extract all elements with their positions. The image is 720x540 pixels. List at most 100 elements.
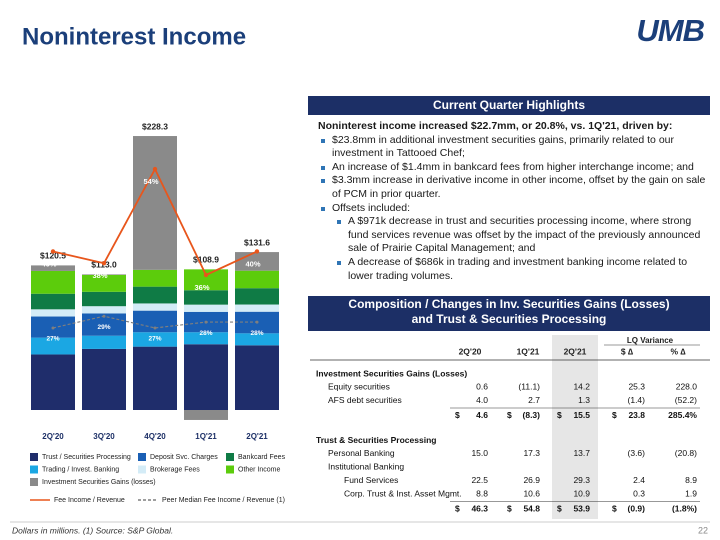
cell: (3.6) <box>628 448 646 458</box>
line-value-label: 29% <box>97 324 110 331</box>
column-header: 2Q'21 <box>564 346 587 356</box>
total-cell: (0.9) <box>628 503 646 513</box>
line-point <box>203 272 209 278</box>
total-cell: 53.9 <box>573 503 590 513</box>
legend-label: Deposit Svc. Charges <box>150 454 218 461</box>
line-point <box>254 249 260 254</box>
bullet: $3.3mm increase in derivative income in … <box>321 174 708 201</box>
cell: 26.9 <box>523 475 540 485</box>
cell-prefix: $ <box>612 410 617 420</box>
x-tick-label: 2Q'21 <box>246 432 268 441</box>
x-tick-label: 3Q'20 <box>93 432 115 441</box>
sub-bullet: A $971k decrease in trust and securities… <box>337 215 708 256</box>
bar-segment <box>133 346 177 410</box>
sub-bullet-list: A $971k decrease in trust and securities… <box>332 215 708 283</box>
bar-segment <box>31 309 75 317</box>
cell: 228.0 <box>676 381 698 391</box>
cell: 10.9 <box>573 488 590 498</box>
bullet-text: $3.3mm increase in derivative income in … <box>332 174 706 200</box>
cell: 15.0 <box>471 448 488 458</box>
line-point <box>101 261 107 266</box>
cell: 1.9 <box>685 488 697 498</box>
bar-segment <box>31 354 75 410</box>
line-point <box>50 249 56 254</box>
cell: 8.8 <box>476 488 488 498</box>
bar-segment <box>133 269 177 287</box>
footnote: Dollars in millions. (1) Source: S&P Glo… <box>12 525 173 535</box>
bar-segment <box>31 293 75 310</box>
total-label: $120.5 <box>40 251 66 261</box>
bar-segment <box>184 410 228 420</box>
table-header-box <box>308 296 710 331</box>
bar-segment <box>31 337 75 355</box>
legend-swatch <box>138 465 146 474</box>
total-label: $108.9 <box>193 255 219 265</box>
row-label: Personal Banking <box>328 448 395 458</box>
legend-label: Other Income <box>238 466 281 473</box>
section-title: Investment Securities Gains (Losses) <box>316 368 467 378</box>
section-title: Trust & Securities Processing <box>316 435 436 445</box>
legend-label: Fee Income / Revenue <box>54 497 125 504</box>
line-value-label: 27% <box>46 336 59 343</box>
x-tick-label: 2Q'20 <box>42 432 64 441</box>
bullet-text: $23.8mm in additional investment securit… <box>332 133 674 160</box>
page-number: 22 <box>698 525 708 535</box>
bullet-text: Offsets included: <box>332 201 411 214</box>
bar-segment <box>235 270 279 289</box>
line-value-label: 28% <box>199 330 212 337</box>
bar-segment <box>31 270 75 294</box>
line-value-label: 36% <box>194 283 209 292</box>
legend-swatch <box>226 453 234 461</box>
cell: (52.2) <box>675 395 697 405</box>
bar-segment <box>133 136 177 270</box>
sub-bullet: A decrease of $686k in trading and inves… <box>337 256 708 283</box>
legend-label: Investment Securities Gains (losses) <box>42 479 156 486</box>
line-value-label: 38% <box>92 271 107 280</box>
line-point <box>51 326 55 330</box>
bar-segment <box>184 344 228 410</box>
legend-swatch <box>226 465 234 474</box>
cell: 0.3 <box>633 488 645 498</box>
column-header: 2Q'20 <box>459 346 482 356</box>
bullet: Offsets included: A $971k decrease in tru… <box>321 201 708 284</box>
cell-prefix: $ <box>612 503 617 513</box>
cell: (1.4) <box>628 395 646 405</box>
cell: 10.6 <box>523 488 540 498</box>
legend-label: Peer Median Fee Income / Revenue (1) <box>162 497 285 504</box>
line-value-label: 54% <box>143 177 158 186</box>
line-point <box>152 166 158 172</box>
bar-segment <box>31 265 75 271</box>
legend-swatch <box>138 453 146 461</box>
cell-prefix: $ <box>557 503 562 513</box>
row-label: Corp. Trust & Inst. Asset Mgmt. <box>344 488 462 498</box>
cell: 14.2 <box>573 381 590 391</box>
cell: 2.4 <box>633 475 645 485</box>
bullet: An increase of $1.4mm in bankcard fees f… <box>321 161 708 175</box>
highlights-title: Current Quarter Highlights <box>433 98 585 112</box>
cell-prefix: $ <box>455 410 460 420</box>
row-label: AFS debt securities <box>328 395 402 405</box>
cell: 4.0 <box>476 395 488 405</box>
row-label: Fund Services <box>344 475 398 485</box>
column-header: $ ∆ <box>621 346 634 356</box>
total-cell: 46.3 <box>471 503 488 513</box>
cell: 8.9 <box>685 475 697 485</box>
table-title: and Trust & Securities Processing <box>412 312 607 326</box>
legend-swatch <box>30 465 38 474</box>
total-cell: 15.5 <box>573 410 590 420</box>
line-point <box>204 320 208 324</box>
bar-segment <box>82 306 126 314</box>
highlights-intro: Noninterest income increased $22.7mm, or… <box>318 120 673 132</box>
cell: (11.1) <box>518 381 540 391</box>
column-highlight <box>552 335 598 519</box>
cell: 2.7 <box>528 395 540 405</box>
bar-segment <box>133 303 177 311</box>
total-cell: 23.8 <box>628 410 645 420</box>
line-value-label: 40% <box>245 259 260 268</box>
legend-label: Bankcard Fees <box>238 454 286 461</box>
x-tick-label: 1Q'21 <box>195 432 217 441</box>
cell: 0.6 <box>476 381 488 391</box>
highlights-header-box <box>308 96 710 115</box>
column-header: % ∆ <box>670 346 686 356</box>
table-title: Composition / Changes in Inv. Securities… <box>348 297 669 311</box>
